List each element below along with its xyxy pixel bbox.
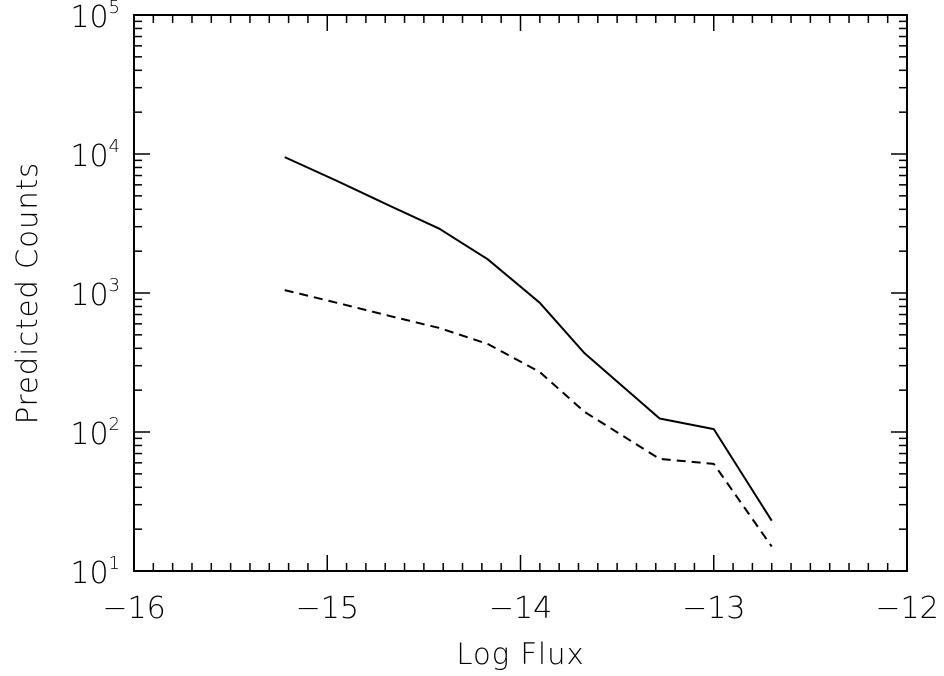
x-tick-label: −12 xyxy=(875,591,938,626)
x-tick-label: −16 xyxy=(102,591,165,626)
plot-frame xyxy=(133,14,908,572)
y-axis-title: Predicted Counts xyxy=(10,162,44,425)
y-tick-label: 104 xyxy=(70,136,120,174)
x-tick-labels: −16 −15 −14 −13 −12 xyxy=(102,591,938,626)
series-line-dashed xyxy=(284,289,773,548)
y-tick-label: 103 xyxy=(70,275,120,313)
x-tick-label: −14 xyxy=(489,591,552,626)
y-tick-label: 101 xyxy=(70,553,120,591)
series-layer xyxy=(284,156,773,548)
axis-ticks xyxy=(133,14,908,572)
x-axis-title: Log Flux xyxy=(456,637,584,671)
y-tick-labels: 101 102 103 104 105 xyxy=(70,0,120,591)
y-tick-label: 102 xyxy=(70,414,120,452)
x-tick-label: −13 xyxy=(682,591,745,626)
y-tick-label: 105 xyxy=(70,0,120,35)
series-line-solid xyxy=(284,156,773,522)
x-tick-label: −15 xyxy=(296,591,359,626)
